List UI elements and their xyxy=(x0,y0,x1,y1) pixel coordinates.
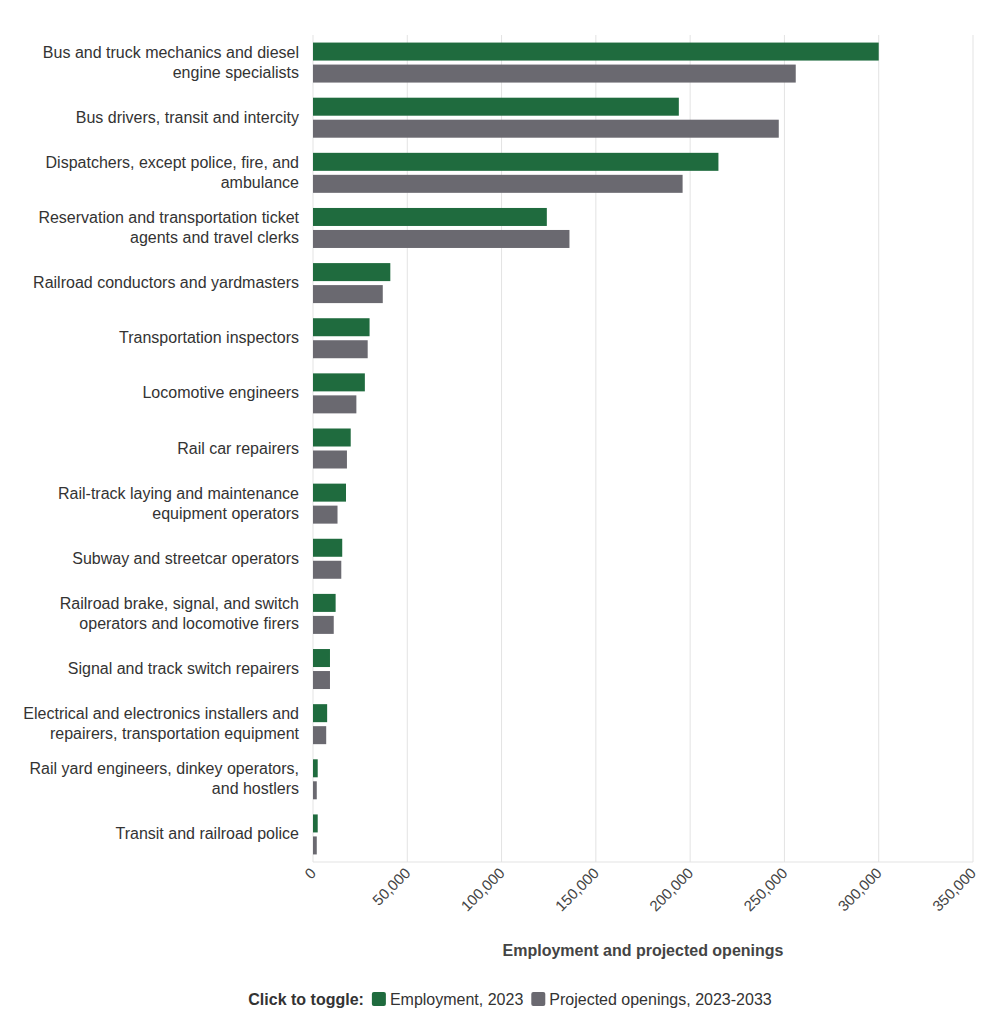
tick-label: 0 xyxy=(301,864,319,882)
bar xyxy=(313,285,383,303)
bar xyxy=(313,704,327,722)
bar xyxy=(313,781,317,799)
legend-swatch[interactable] xyxy=(531,992,545,1006)
bar xyxy=(313,318,370,336)
x-axis: 0 50,000 100,000 150,000 200,000 250,000 300,0… xyxy=(301,862,979,914)
bar xyxy=(313,340,368,358)
category-label: Signal and track switch repairers xyxy=(68,660,299,677)
category-label: Railroad brake, signal, and switchoperat… xyxy=(60,595,299,632)
tick-label: 250,000 xyxy=(740,864,790,914)
bar xyxy=(313,594,336,612)
tick-label: 150,000 xyxy=(552,864,602,914)
grid-line xyxy=(784,35,785,862)
tick-label: 100,000 xyxy=(457,864,507,914)
tick-label: 350,000 xyxy=(929,864,979,914)
bar xyxy=(313,230,569,248)
grid xyxy=(313,35,973,862)
bar xyxy=(313,539,342,557)
category-label: Locomotive engineers xyxy=(142,384,299,401)
bar xyxy=(313,65,796,83)
bar xyxy=(313,395,356,413)
bar xyxy=(313,836,317,854)
tick-label: 200,000 xyxy=(646,864,696,914)
legend-title: Click to toggle: xyxy=(248,991,364,1008)
category-label: Railroad conductors and yardmasters xyxy=(33,274,299,291)
legend-item[interactable]: Projected openings, 2023-2033 xyxy=(531,991,771,1008)
bar xyxy=(313,208,547,226)
y-axis: Bus and truck mechanics and dieselengine… xyxy=(23,44,299,843)
category-label: Bus drivers, transit and intercity xyxy=(76,109,299,126)
bar xyxy=(313,759,318,777)
grid-line xyxy=(973,35,974,862)
bar xyxy=(313,671,330,689)
category-label: Electrical and electronics installers an… xyxy=(23,705,299,742)
legend-item[interactable]: Employment, 2023 xyxy=(372,991,524,1008)
category-label: Bus and truck mechanics and dieselengine… xyxy=(43,44,299,81)
category-label: Rail-track laying and maintenanceequipme… xyxy=(58,485,299,522)
bar xyxy=(313,120,779,138)
bar xyxy=(313,726,326,744)
axis-line xyxy=(313,862,973,863)
bar xyxy=(313,506,338,524)
bar xyxy=(313,649,330,667)
bar xyxy=(313,43,879,61)
category-label: Rail yard engineers, dinkey operators,an… xyxy=(30,760,299,797)
legend-label[interactable]: Employment, 2023 xyxy=(390,991,524,1008)
bar xyxy=(313,814,318,832)
bar xyxy=(313,153,718,171)
bar xyxy=(313,373,365,391)
legend: Click to toggle: Employment, 2023 Projecte… xyxy=(248,991,771,1008)
axis-title: Employment and projected openings xyxy=(503,942,784,959)
grid-line xyxy=(878,35,879,862)
bar xyxy=(313,175,683,193)
chart: 0 50,000 100,000 150,000 200,000 250,000 300,0… xyxy=(0,0,1000,1024)
category-label: Rail car repairers xyxy=(177,440,299,457)
bar xyxy=(313,263,390,281)
bar xyxy=(313,429,351,447)
bar xyxy=(313,561,341,579)
bar xyxy=(313,484,346,502)
bars xyxy=(313,43,879,855)
category-label: Dispatchers, except police, fire, andamb… xyxy=(46,154,300,191)
category-label: Transit and railroad police xyxy=(116,825,300,842)
bar xyxy=(313,616,334,634)
category-label: Subway and streetcar operators xyxy=(72,550,299,567)
category-label: Transportation inspectors xyxy=(119,329,299,346)
category-label: Reservation and transportation ticketage… xyxy=(38,209,299,246)
legend-swatch[interactable] xyxy=(372,992,386,1006)
tick-label: 300,000 xyxy=(834,864,884,914)
tick-label: 50,000 xyxy=(369,864,413,908)
bar xyxy=(313,451,347,469)
legend-label[interactable]: Projected openings, 2023-2033 xyxy=(549,991,771,1008)
bar xyxy=(313,98,679,116)
